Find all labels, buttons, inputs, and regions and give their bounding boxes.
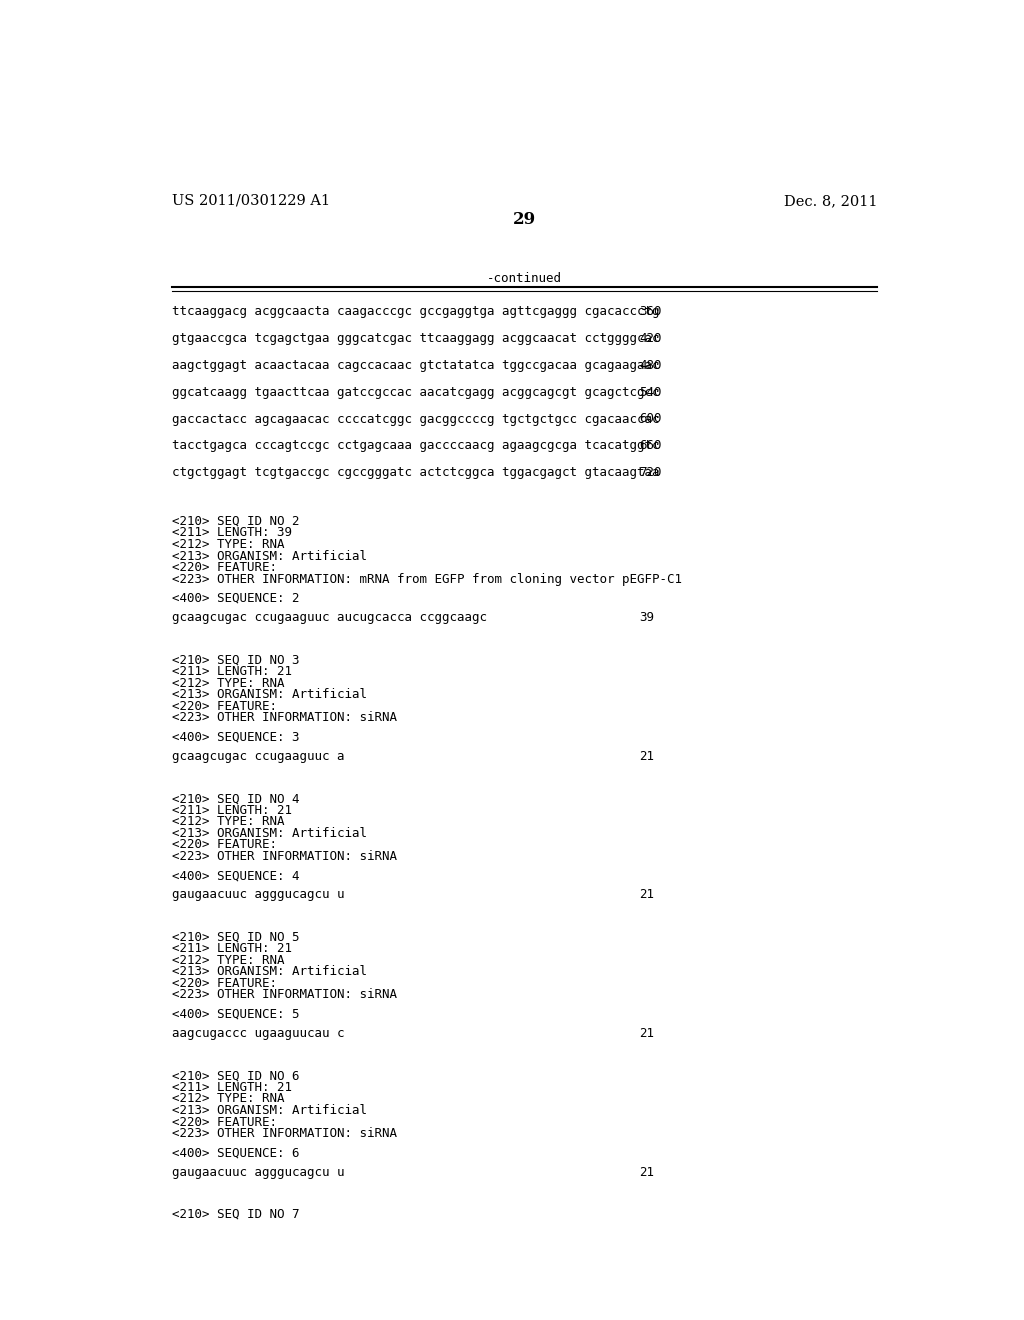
Text: aagctggagt acaactacaa cagccacaac gtctatatca tggccgacaa gcagaagaac: aagctggagt acaactacaa cagccacaac gtctata…	[172, 359, 659, 372]
Text: <210> SEQ ID NO 2: <210> SEQ ID NO 2	[172, 515, 300, 528]
Text: gaugaacuuc agggucagcu u: gaugaacuuc agggucagcu u	[172, 1166, 345, 1179]
Text: Dec. 8, 2011: Dec. 8, 2011	[784, 194, 878, 207]
Text: <213> ORGANISM: Artificial: <213> ORGANISM: Artificial	[172, 1104, 368, 1117]
Text: <210> SEQ ID NO 5: <210> SEQ ID NO 5	[172, 931, 300, 944]
Text: 720: 720	[640, 466, 662, 479]
Text: gcaagcugac ccugaaguuc a: gcaagcugac ccugaaguuc a	[172, 750, 345, 763]
Text: <400> SEQUENCE: 5: <400> SEQUENCE: 5	[172, 1007, 300, 1020]
Text: 480: 480	[640, 359, 662, 372]
Text: <220> FEATURE:: <220> FEATURE:	[172, 1115, 278, 1129]
Text: <210> SEQ ID NO 7: <210> SEQ ID NO 7	[172, 1208, 300, 1221]
Text: aagcugaccc ugaaguucau c: aagcugaccc ugaaguucau c	[172, 1027, 345, 1040]
Text: <400> SEQUENCE: 4: <400> SEQUENCE: 4	[172, 869, 300, 882]
Text: <213> ORGANISM: Artificial: <213> ORGANISM: Artificial	[172, 549, 368, 562]
Text: 29: 29	[513, 211, 537, 228]
Text: 21: 21	[640, 888, 654, 902]
Text: <223> OTHER INFORMATION: siRNA: <223> OTHER INFORMATION: siRNA	[172, 989, 397, 1002]
Text: <400> SEQUENCE: 3: <400> SEQUENCE: 3	[172, 730, 300, 743]
Text: <212> TYPE: RNA: <212> TYPE: RNA	[172, 816, 285, 828]
Text: <210> SEQ ID NO 6: <210> SEQ ID NO 6	[172, 1069, 300, 1082]
Text: <211> LENGTH: 21: <211> LENGTH: 21	[172, 804, 292, 817]
Text: tacctgagca cccagtccgc cctgagcaaa gaccccaacg agaagcgcga tcacatggtc: tacctgagca cccagtccgc cctgagcaaa gacccca…	[172, 440, 659, 453]
Text: <211> LENGTH: 21: <211> LENGTH: 21	[172, 665, 292, 678]
Text: ctgctggagt tcgtgaccgc cgccgggatc actctcggca tggacgagct gtacaagtaa: ctgctggagt tcgtgaccgc cgccgggatc actctcg…	[172, 466, 659, 479]
Text: gaugaacuuc agggucagcu u: gaugaacuuc agggucagcu u	[172, 888, 345, 902]
Text: gaccactacc agcagaacac ccccatcggc gacggccccg tgctgctgcc cgacaaccac: gaccactacc agcagaacac ccccatcggc gacggcc…	[172, 412, 659, 425]
Text: 21: 21	[640, 1027, 654, 1040]
Text: <211> LENGTH: 39: <211> LENGTH: 39	[172, 527, 292, 540]
Text: ttcaaggacg acggcaacta caagacccgc gccgaggtga agttcgaggg cgacaccctg: ttcaaggacg acggcaacta caagacccgc gccgagg…	[172, 305, 659, 318]
Text: ggcatcaagg tgaacttcaa gatccgccac aacatcgagg acggcagcgt gcagctcgcc: ggcatcaagg tgaacttcaa gatccgccac aacatcg…	[172, 385, 659, 399]
Text: US 2011/0301229 A1: US 2011/0301229 A1	[172, 194, 331, 207]
Text: 39: 39	[640, 611, 654, 624]
Text: 21: 21	[640, 750, 654, 763]
Text: 360: 360	[640, 305, 662, 318]
Text: <212> TYPE: RNA: <212> TYPE: RNA	[172, 954, 285, 966]
Text: <220> FEATURE:: <220> FEATURE:	[172, 838, 278, 851]
Text: <211> LENGTH: 21: <211> LENGTH: 21	[172, 942, 292, 956]
Text: <400> SEQUENCE: 2: <400> SEQUENCE: 2	[172, 591, 300, 605]
Text: 21: 21	[640, 1166, 654, 1179]
Text: 420: 420	[640, 331, 662, 345]
Text: <220> FEATURE:: <220> FEATURE:	[172, 700, 278, 713]
Text: <212> TYPE: RNA: <212> TYPE: RNA	[172, 539, 285, 550]
Text: <223> OTHER INFORMATION: siRNA: <223> OTHER INFORMATION: siRNA	[172, 711, 397, 725]
Text: <212> TYPE: RNA: <212> TYPE: RNA	[172, 1093, 285, 1105]
Text: 540: 540	[640, 385, 662, 399]
Text: <211> LENGTH: 21: <211> LENGTH: 21	[172, 1081, 292, 1094]
Text: 600: 600	[640, 412, 662, 425]
Text: <220> FEATURE:: <220> FEATURE:	[172, 561, 278, 574]
Text: gtgaaccgca tcgagctgaa gggcatcgac ttcaaggagg acggcaacat cctggggcac: gtgaaccgca tcgagctgaa gggcatcgac ttcaagg…	[172, 331, 659, 345]
Text: <223> OTHER INFORMATION: mRNA from EGFP from cloning vector pEGFP-C1: <223> OTHER INFORMATION: mRNA from EGFP …	[172, 573, 682, 586]
Text: -continued: -continued	[487, 272, 562, 285]
Text: <223> OTHER INFORMATION: siRNA: <223> OTHER INFORMATION: siRNA	[172, 850, 397, 863]
Text: <223> OTHER INFORMATION: siRNA: <223> OTHER INFORMATION: siRNA	[172, 1127, 397, 1140]
Text: <213> ORGANISM: Artificial: <213> ORGANISM: Artificial	[172, 965, 368, 978]
Text: <213> ORGANISM: Artificial: <213> ORGANISM: Artificial	[172, 826, 368, 840]
Text: <210> SEQ ID NO 3: <210> SEQ ID NO 3	[172, 653, 300, 667]
Text: <212> TYPE: RNA: <212> TYPE: RNA	[172, 677, 285, 689]
Text: <400> SEQUENCE: 6: <400> SEQUENCE: 6	[172, 1146, 300, 1159]
Text: 660: 660	[640, 440, 662, 453]
Text: <210> SEQ ID NO 4: <210> SEQ ID NO 4	[172, 792, 300, 805]
Text: <220> FEATURE:: <220> FEATURE:	[172, 977, 278, 990]
Text: <213> ORGANISM: Artificial: <213> ORGANISM: Artificial	[172, 688, 368, 701]
Text: gcaagcugac ccugaaguuc aucugcacca ccggcaagc: gcaagcugac ccugaaguuc aucugcacca ccggcaa…	[172, 611, 487, 624]
